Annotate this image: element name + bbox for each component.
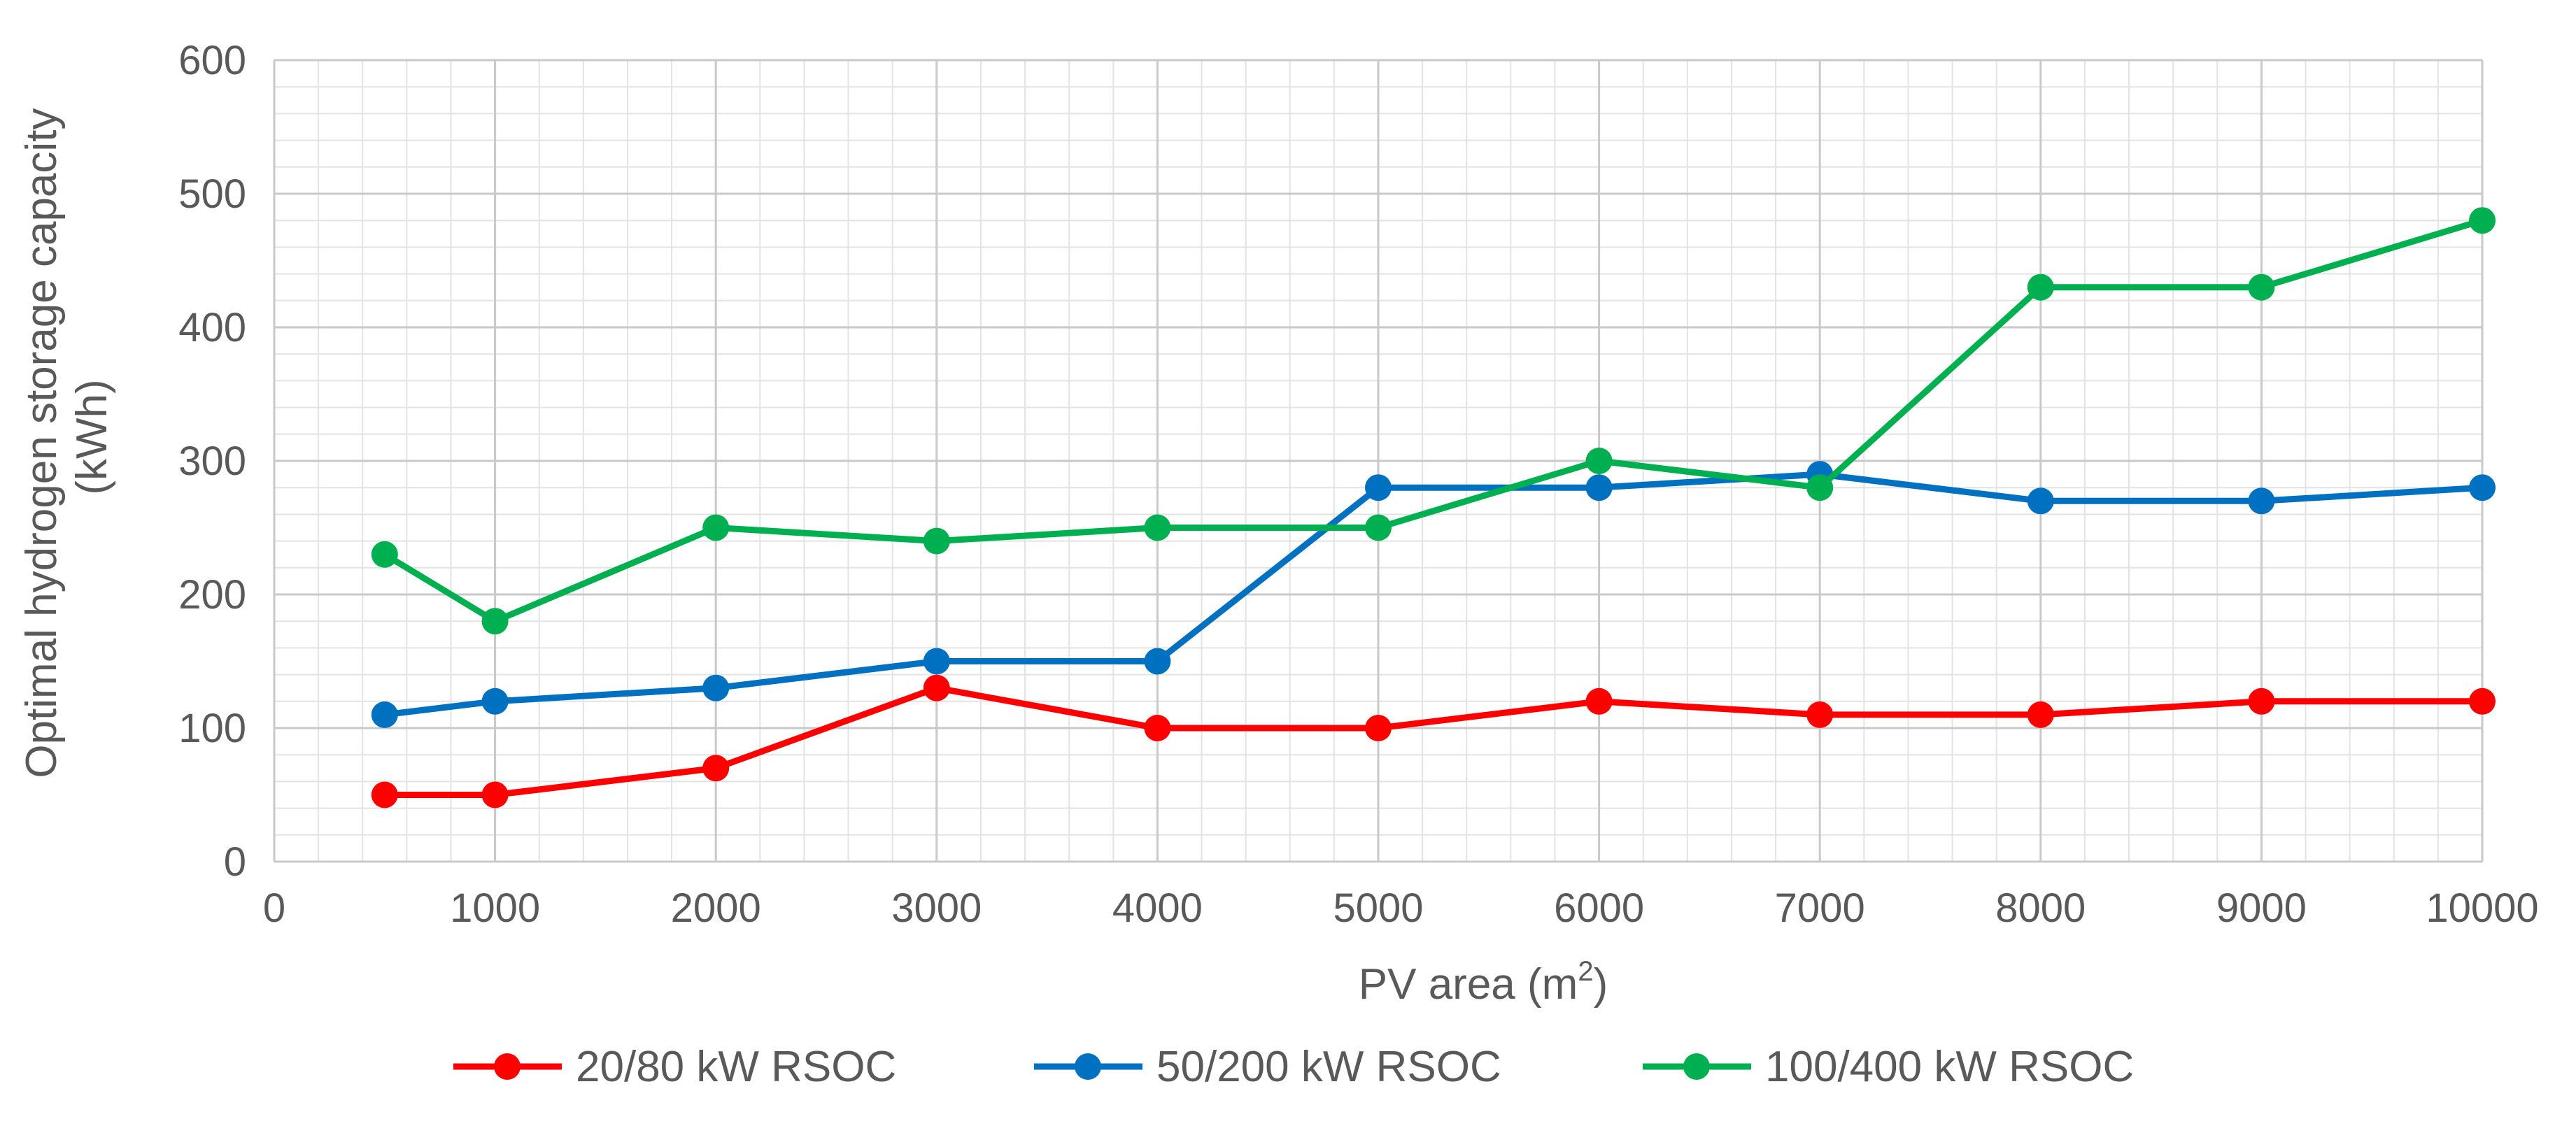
x-tick-label: 9000 <box>2216 885 2307 931</box>
data-point <box>2027 273 2054 301</box>
legend-label: 20/80 kW RSOC <box>576 1043 896 1091</box>
x-tick-label: 0 <box>263 885 285 931</box>
data-point <box>923 527 950 555</box>
series-line <box>384 685 2482 798</box>
data-point <box>481 781 509 808</box>
y-tick-label: 0 <box>224 839 246 885</box>
y-tick-label: 600 <box>178 38 246 83</box>
data-point <box>1365 715 1392 741</box>
x-tick-label: 1000 <box>450 885 540 931</box>
data-point <box>1365 474 1392 501</box>
legend-item: 20/80 kW RSOC <box>453 1043 896 1091</box>
data-point <box>1585 448 1613 474</box>
legend-marker <box>1683 1053 1710 1080</box>
y-axis-title-line-2: (kWh) <box>68 379 116 494</box>
data-point <box>1806 474 1834 501</box>
series-3 <box>371 207 2496 635</box>
data-point <box>2469 687 2496 715</box>
legend-item: 50/200 kW RSOC <box>1034 1043 1501 1091</box>
data-point <box>2248 273 2275 301</box>
y-tick-label: 400 <box>178 305 246 350</box>
data-point <box>2469 207 2496 234</box>
x-tick-label: 2000 <box>671 885 761 931</box>
series-1 <box>371 674 2496 808</box>
y-axis-ticks: 0 100 200 300 400 500 600 <box>178 38 246 885</box>
x-tick-label: 3000 <box>891 885 982 931</box>
x-tick-label: 5000 <box>1333 885 1423 931</box>
data-point <box>1585 687 1613 715</box>
data-point <box>1144 514 1171 541</box>
x-tick-label: 8000 <box>1995 885 2086 931</box>
data-point <box>481 687 509 715</box>
y-tick-label: 200 <box>178 572 246 618</box>
y-tick-label: 300 <box>178 439 246 484</box>
data-point <box>702 674 730 701</box>
major-gridlines <box>273 59 2484 863</box>
x-tick-label: 10000 <box>2426 885 2538 931</box>
y-axis-title-line-1: Optimal hydrogen storage capacity <box>17 108 66 778</box>
data-point <box>371 781 398 808</box>
data-point <box>2469 474 2496 501</box>
data-point <box>2027 487 2054 515</box>
x-axis-title-main: PV area (m <box>1359 960 1578 1009</box>
data-point <box>371 701 398 728</box>
legend-item: 100/400 kW RSOC <box>1643 1043 2134 1091</box>
data-point <box>1365 514 1392 541</box>
x-axis-title-suffix: ) <box>1594 960 1608 1009</box>
legend-label: 100/400 kW RSOC <box>1765 1043 2134 1091</box>
data-point <box>702 514 730 541</box>
data-point <box>1806 701 1834 728</box>
y-axis-title: Optimal hydrogen storage capacity (kWh) <box>17 96 116 778</box>
data-point <box>2248 487 2275 515</box>
x-axis-title: PV area (m2) <box>1359 956 1608 1009</box>
data-point <box>2027 701 2054 728</box>
data-point <box>702 755 730 782</box>
series-line <box>383 217 2484 625</box>
data-point <box>481 608 509 635</box>
data-point <box>1585 474 1613 501</box>
series-2 <box>371 461 2496 728</box>
data-point <box>923 674 950 701</box>
data-point <box>1144 715 1171 741</box>
data-point <box>371 541 398 568</box>
legend: 20/80 kW RSOC 50/200 kW RSOC 100/400 kW RS… <box>453 1043 2134 1091</box>
x-tick-label: 6000 <box>1554 885 1644 931</box>
data-point <box>1144 648 1171 675</box>
y-tick-label: 500 <box>178 171 246 217</box>
legend-label: 50/200 kW RSOC <box>1156 1043 1501 1091</box>
legend-marker <box>494 1053 521 1080</box>
series-layer <box>371 207 2496 808</box>
x-axis-title-superscript: 2 <box>1578 956 1593 987</box>
x-axis-ticks: 0 1000 2000 3000 4000 5000 6000 7000 8000 9000 100… <box>263 885 2539 931</box>
y-tick-label: 100 <box>178 706 246 751</box>
x-tick-label: 4000 <box>1112 885 1203 931</box>
legend-marker <box>1075 1053 1101 1080</box>
x-tick-label: 7000 <box>1775 885 1865 931</box>
data-point <box>2248 687 2275 715</box>
data-point <box>923 648 950 675</box>
